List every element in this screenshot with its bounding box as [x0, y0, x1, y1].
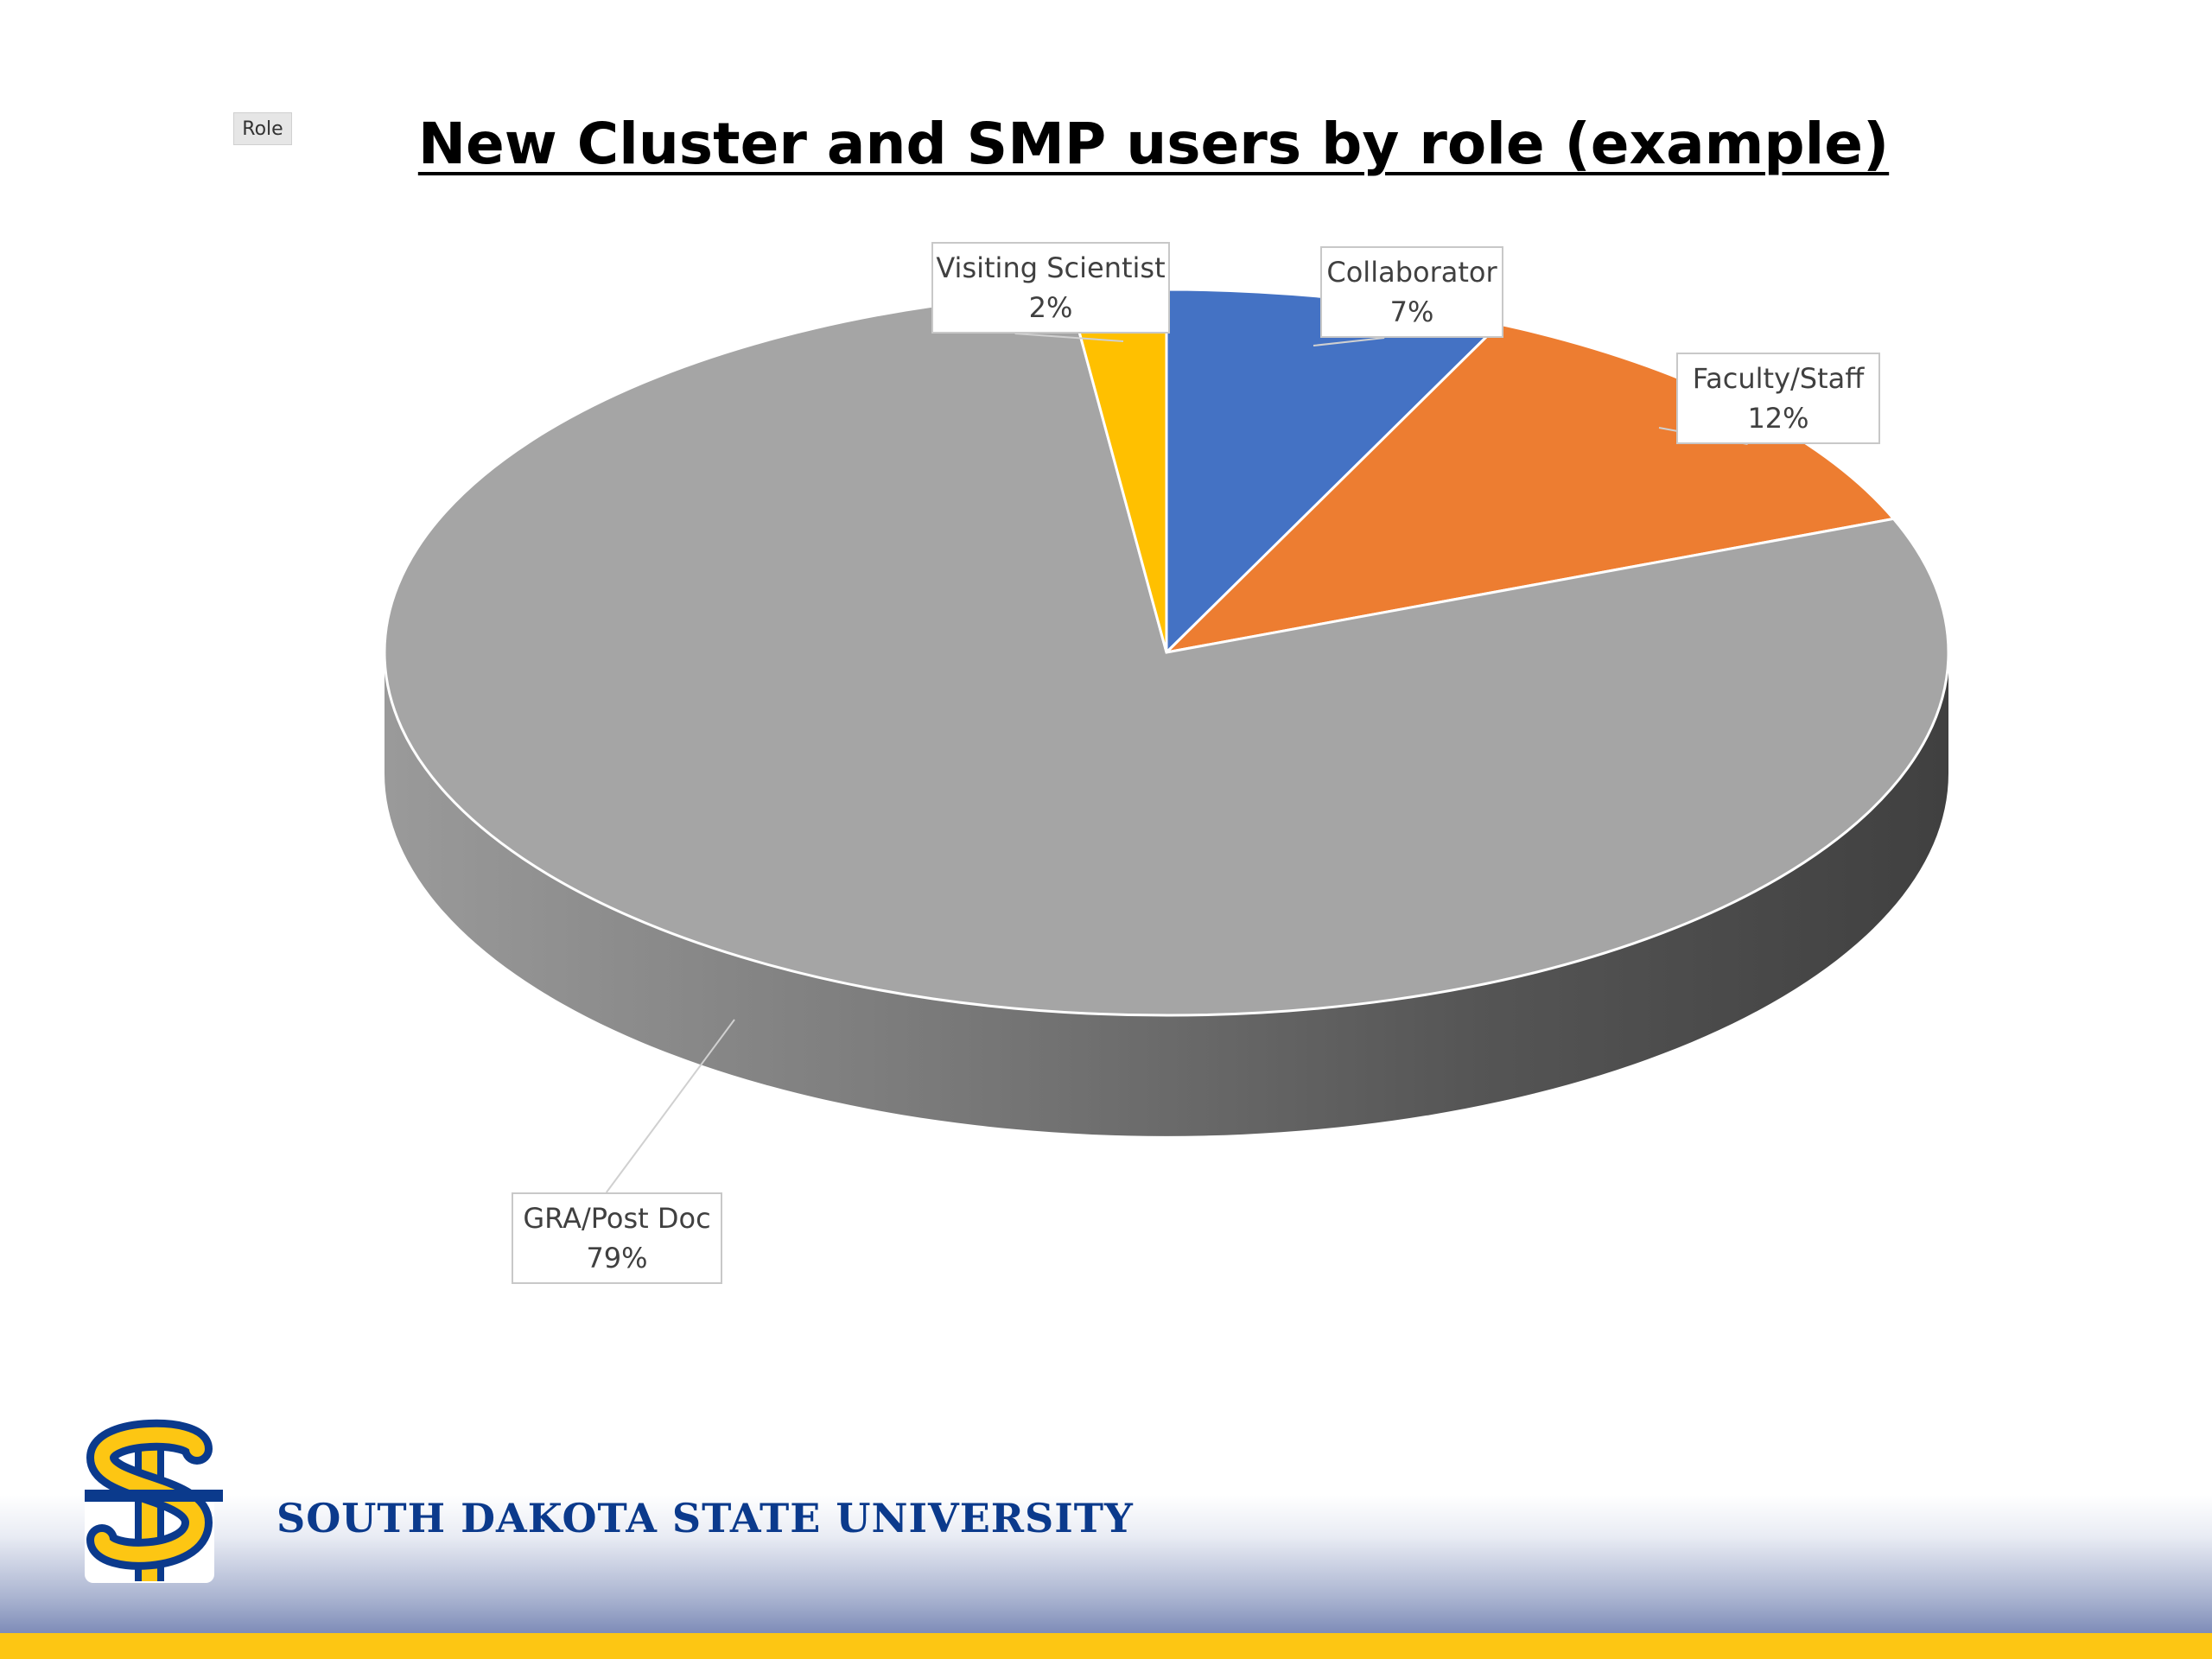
leader-line [1313, 337, 1385, 346]
data-label-gra-post-doc: GRA/Post Doc 79% [512, 1192, 722, 1284]
university-name: SOUTH DAKOTA STATE UNIVERSITY [276, 1495, 1134, 1541]
data-label-name: Faculty/Staff [1692, 361, 1865, 395]
pie-side-wall [385, 652, 1948, 1136]
data-label-faculty-staff: Faculty/Staff 12% [1676, 353, 1880, 444]
data-label-collaborator: Collaborator 7% [1320, 246, 1503, 338]
leader-line [1014, 333, 1124, 342]
data-label-value: 79% [586, 1242, 648, 1274]
leader-line [605, 1019, 735, 1193]
pie-slice-gra-post-doc [383, 290, 1950, 1017]
sdsu-logo-icon [85, 1419, 223, 1583]
footer-gold-strip [0, 1633, 2212, 1659]
data-label-value: 7% [1389, 296, 1434, 328]
role-filter-button[interactable]: Role [233, 112, 292, 145]
data-label-name: GRA/Post Doc [523, 1201, 711, 1235]
data-label-name: Collaborator [1326, 255, 1497, 289]
data-label-name: Visiting Scientist [936, 251, 1166, 284]
pie-chart [383, 288, 1950, 1193]
data-label-visiting-scientist: Visiting Scientist 2% [931, 242, 1170, 334]
data-label-value: 2% [1028, 291, 1073, 324]
footer-band [0, 1495, 2212, 1633]
data-label-value: 12% [1747, 402, 1809, 435]
chart-title: New Cluster and SMP users by role (examp… [417, 111, 1890, 177]
